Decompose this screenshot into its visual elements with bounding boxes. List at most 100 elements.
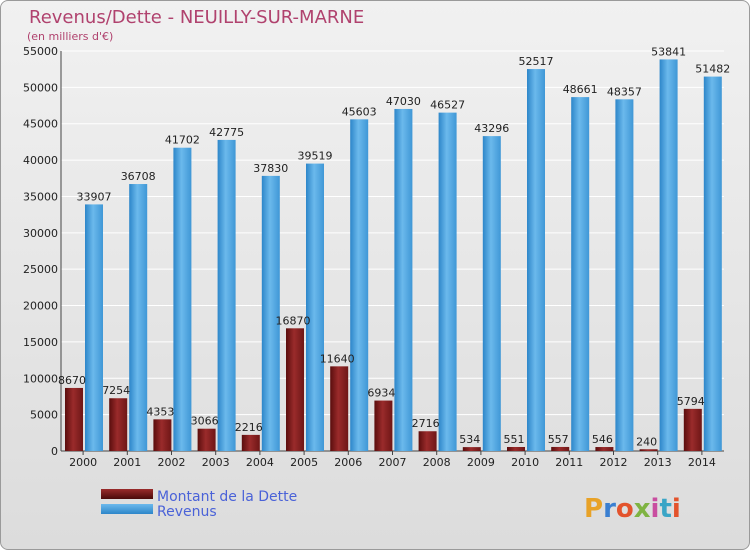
data-label-debt: 8670	[58, 374, 86, 387]
x-tick-label: 2004	[246, 456, 274, 469]
data-label-revenue: 39519	[298, 150, 333, 163]
data-label-debt: 6934	[367, 387, 395, 400]
x-tick-label: 2010	[511, 456, 539, 469]
bar-debt	[374, 400, 393, 451]
bar-revenue	[482, 136, 501, 451]
y-tick-label: 5000	[30, 409, 58, 422]
logo-letter: o	[616, 494, 634, 524]
legend-swatch-revenue	[101, 504, 153, 514]
logo-letter: i	[651, 494, 660, 524]
chart-subtitle: (en milliers d'€)	[27, 30, 113, 43]
y-tick-label: 45000	[23, 118, 58, 131]
axis-layer: 0 5000 10000 15000 20000 25000 30000 35000 40000…	[23, 45, 724, 469]
bar-debt	[639, 449, 658, 451]
y-tick-label: 0	[51, 445, 58, 458]
legend-label-debt: Montant de la Dette	[157, 489, 297, 505]
x-tick-label: 2003	[202, 456, 230, 469]
data-label-revenue: 36708	[121, 170, 156, 183]
proxiti-logo-text: Proxiti	[584, 494, 681, 524]
bar-debt	[241, 434, 260, 451]
bar-revenue	[261, 175, 280, 451]
proxiti-logo: Proxiti	[584, 494, 681, 524]
data-label-revenue: 46527	[430, 99, 465, 112]
data-label-revenue: 42775	[209, 126, 244, 139]
bar-revenue	[85, 204, 103, 451]
data-label-debt: 3066	[191, 415, 219, 428]
data-label-debt: 16870	[276, 314, 311, 327]
x-tick-label: 2013	[644, 456, 672, 469]
y-tick-label: 50000	[23, 81, 58, 94]
y-tick-label: 20000	[23, 300, 58, 313]
data-label-revenue: 53841	[651, 45, 686, 58]
bar-revenue	[306, 163, 324, 451]
bar-revenue	[571, 97, 590, 452]
bar-revenue	[129, 184, 148, 452]
y-tick-label: 30000	[23, 227, 58, 240]
bar-debt	[109, 398, 128, 451]
logo-letter: i	[672, 494, 681, 524]
x-tick-label: 2006	[334, 456, 362, 469]
bar-debt	[197, 428, 216, 451]
data-label-debt: 7254	[102, 384, 130, 397]
logo-letter: P	[584, 494, 603, 524]
bar-debt	[551, 446, 570, 451]
bar-revenue	[527, 69, 545, 452]
y-tick-label: 35000	[23, 190, 58, 203]
bar-revenue	[615, 99, 634, 451]
data-label-debt: 551	[504, 433, 525, 446]
bars-layer	[65, 59, 722, 452]
legend-label-revenue: Revenus	[157, 504, 217, 520]
bar-revenue	[703, 76, 722, 452]
data-label-debt: 2216	[235, 421, 263, 434]
bar-debt	[595, 447, 614, 451]
x-tick-label: 2001	[113, 456, 141, 469]
data-label-debt: 534	[459, 433, 480, 446]
x-tick-label: 2011	[555, 456, 583, 469]
bar-debt	[507, 446, 525, 451]
y-tick-label: 55000	[23, 45, 58, 58]
bar-debt	[418, 431, 437, 451]
bar-revenue	[394, 108, 413, 452]
data-label-revenue: 48661	[563, 83, 598, 96]
data-label-revenue: 33907	[77, 190, 112, 203]
x-tick-label: 2014	[688, 456, 716, 469]
legend: Montant de la Dette Revenus	[101, 489, 297, 520]
bar-debt	[330, 366, 349, 451]
data-label-revenue: 48357	[607, 85, 642, 98]
x-tick-label: 2012	[600, 456, 628, 469]
data-label-revenue: 41702	[165, 134, 200, 147]
x-tick-label: 2000	[69, 456, 97, 469]
x-tick-label: 2007	[379, 456, 407, 469]
y-tick-label: 40000	[23, 154, 58, 167]
bar-revenue	[350, 119, 369, 451]
bar-revenue	[173, 147, 192, 452]
data-label-revenue: 45603	[342, 105, 377, 118]
data-label-revenue: 43296	[474, 122, 509, 135]
data-label-debt: 4353	[146, 405, 174, 418]
logo-letter: r	[603, 494, 616, 524]
data-label-revenue: 47030	[386, 95, 421, 108]
data-label-debt: 240	[636, 435, 657, 448]
x-tick-label: 2009	[467, 456, 495, 469]
bar-debt	[286, 328, 304, 451]
data-label-revenue: 52517	[519, 55, 554, 68]
logo-letter: x	[634, 494, 651, 524]
data-label-debt: 5794	[677, 395, 705, 408]
bar-debt	[462, 447, 481, 451]
x-tick-label: 2008	[423, 456, 451, 469]
x-tick-label: 2002	[158, 456, 186, 469]
data-label-debt: 11640	[320, 352, 355, 365]
bar-revenue	[659, 59, 678, 452]
bar-debt	[153, 419, 172, 451]
data-label-debt: 2716	[412, 417, 440, 430]
legend-swatch-debt	[101, 489, 153, 499]
labels-layer: 8670 33907 7254 36708 4353 41702 3066 42775 2216…	[58, 45, 730, 448]
bar-revenue	[438, 112, 457, 451]
bar-revenue	[217, 139, 236, 451]
chart-title: Revenus/Dette - NEUILLY-SUR-MARNE	[29, 7, 364, 28]
data-label-debt: 546	[592, 433, 613, 446]
y-tick-label: 25000	[23, 263, 58, 276]
x-tick-label: 2005	[290, 456, 318, 469]
